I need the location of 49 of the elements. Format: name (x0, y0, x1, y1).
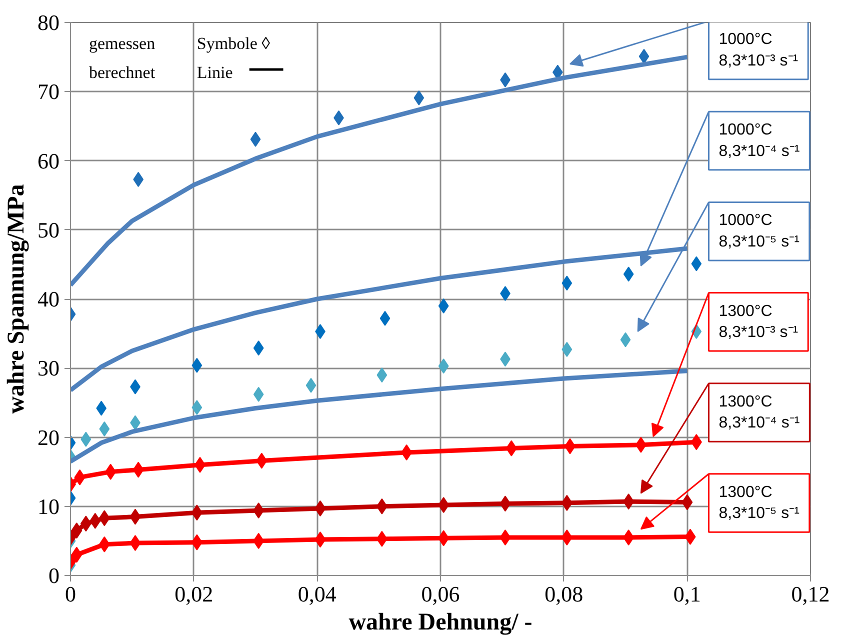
x-tick-label: 0,08 (544, 582, 584, 606)
line-series (70, 54, 690, 288)
point (306, 378, 316, 393)
y-tick-label: 20 (38, 424, 60, 450)
x-axis-title: wahre Dehnung/ - (348, 610, 532, 636)
y-tick-label: 60 (38, 148, 60, 174)
y-tick-label: 80 (38, 10, 60, 35)
point (414, 90, 424, 106)
y-tick-label: 30 (38, 356, 60, 381)
point (620, 332, 631, 348)
annotation: Linie (196, 62, 233, 82)
x-tick-label: 0,06 (421, 582, 460, 606)
y-tick-label: 10 (38, 494, 60, 519)
annotation: 1000°C 8,3*10⁻⁴ s⁻¹ (718, 122, 800, 160)
annotation: gemessen (89, 34, 156, 53)
point (80, 432, 92, 447)
annotation: 1000°C 8,3*10⁻³ s⁻¹ (718, 31, 798, 70)
x-tick-label: 0,12 (791, 582, 830, 606)
annotation: berechnet (89, 62, 156, 82)
annotation: 1300°C 8,3*10⁻³ s⁻¹ (718, 302, 798, 342)
line-series (70, 368, 690, 464)
annotation: Symbole ◊ (196, 34, 271, 53)
y-tick-label: 40 (38, 286, 60, 312)
y-tick-label: 70 (38, 79, 60, 104)
point (250, 132, 261, 147)
point (562, 342, 572, 357)
point (380, 310, 390, 326)
point (192, 358, 202, 373)
point (438, 298, 449, 314)
point (253, 340, 264, 356)
x-tick-label: 0 (65, 582, 76, 606)
y-tick-label: 0 (48, 563, 60, 588)
y-tick-label: 50 (38, 217, 60, 242)
annotation: 1300°C 8,3*10⁻⁵ s⁻¹ (718, 484, 800, 522)
annotation: 1300°C 8,3*10⁻⁴ s⁻¹ (718, 393, 800, 432)
point (99, 421, 110, 436)
x-tick-label: 0,02 (174, 582, 214, 606)
point (623, 266, 634, 282)
point (638, 48, 650, 64)
x-tick-label: 0,1 (673, 582, 701, 606)
x-tick-label: 0,04 (298, 582, 336, 606)
point (562, 276, 572, 291)
annotation: 1000°C 8,3*10⁻⁵ s⁻¹ (718, 212, 800, 250)
y-axis-title: wahre Spannung/MPa (4, 184, 30, 414)
point (376, 368, 388, 383)
point (691, 256, 702, 272)
point (438, 358, 449, 374)
point (253, 386, 264, 402)
point (192, 400, 202, 416)
